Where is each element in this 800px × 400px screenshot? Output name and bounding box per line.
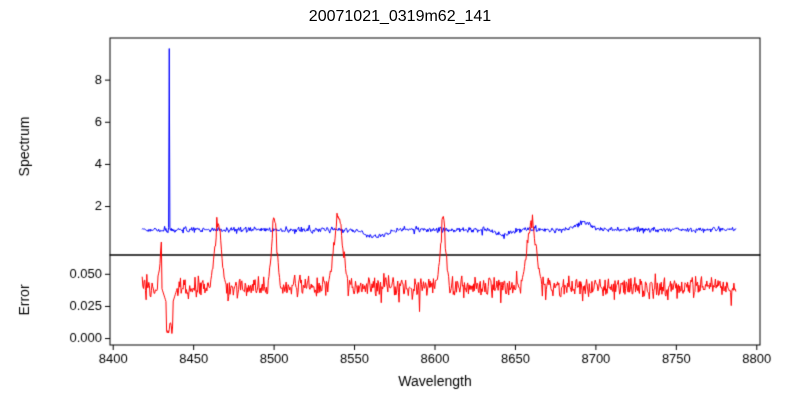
chart-canvas [0,0,800,400]
chart-container: 20071021_0319m62_141 [0,0,800,400]
